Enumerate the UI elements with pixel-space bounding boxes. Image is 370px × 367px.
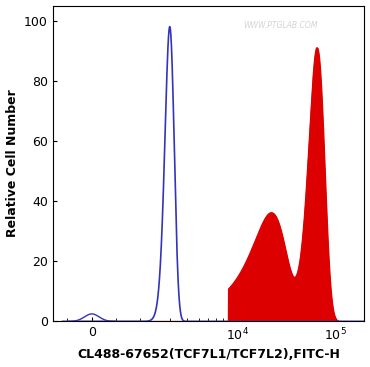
Y-axis label: Relative Cell Number: Relative Cell Number	[6, 90, 18, 237]
Text: WWW.PTGLAB.COM: WWW.PTGLAB.COM	[243, 21, 317, 30]
X-axis label: CL488-67652(TCF7L1/TCF7L2),FITC-H: CL488-67652(TCF7L1/TCF7L2),FITC-H	[77, 348, 340, 361]
